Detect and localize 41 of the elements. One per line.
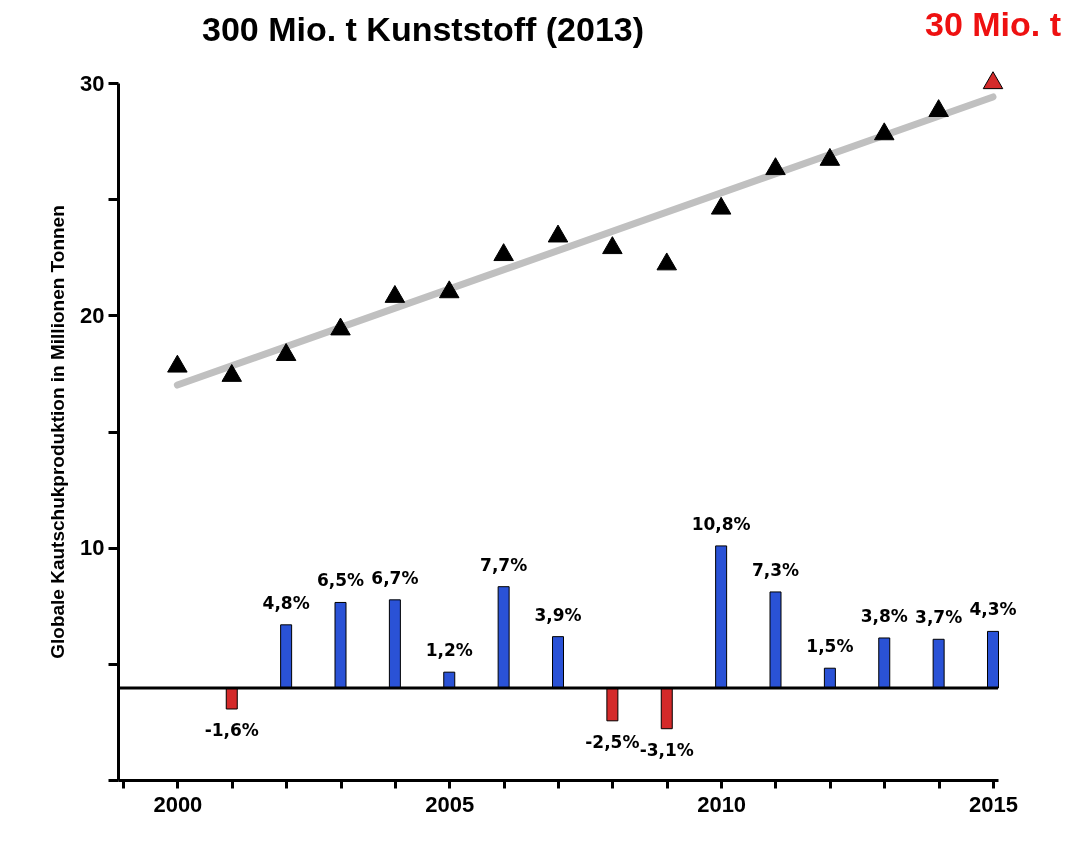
data-label: 6,5%	[316, 570, 365, 591]
point	[167, 354, 188, 373]
data-label: 4,3%	[969, 599, 1017, 620]
data-label: 1,5%	[806, 636, 854, 657]
data-label: 6,7%	[371, 567, 419, 588]
data-label: -3,1%	[639, 739, 694, 760]
x-tick-label: 2000	[153, 791, 203, 817]
x-tick-label: 2015	[969, 791, 1018, 817]
data-label: 1,2%	[425, 640, 473, 661]
point	[819, 147, 841, 166]
point	[330, 317, 351, 336]
y-tick-label: 30	[80, 70, 105, 96]
point	[602, 236, 623, 255]
data-label: 3,8%	[860, 605, 908, 626]
data-label: -2,5%	[585, 731, 640, 752]
data-label: 10,8%	[691, 513, 751, 534]
point	[928, 99, 949, 118]
y-axis-title: Globale Kautschukproduktion in Millionen Tonnen	[47, 205, 69, 659]
chart-title: 300 Mio. t Kunststoff (2013)	[201, 10, 645, 48]
data-label: 4,8%	[262, 592, 310, 613]
point	[547, 224, 569, 243]
point	[384, 284, 406, 303]
point	[493, 243, 514, 262]
point	[874, 122, 895, 141]
data-label: 7,7%	[480, 554, 528, 575]
x-tick-label: 2005	[425, 791, 475, 817]
point	[656, 252, 677, 271]
y-tick-label: 20	[80, 302, 105, 328]
point	[275, 343, 297, 361]
point	[982, 71, 1004, 90]
point	[710, 196, 732, 215]
y-tick-label: 10	[80, 535, 105, 561]
data-label: 3,9%	[534, 604, 582, 625]
data-label: -1,6%	[204, 719, 259, 740]
point	[221, 363, 242, 382]
point	[439, 280, 460, 299]
data-label: 3,7%	[915, 607, 963, 628]
x-tick-label: 2010	[697, 791, 747, 817]
point	[765, 157, 786, 176]
annotation: 30 Mio. t	[924, 5, 1062, 43]
data-label: 7,3%	[751, 559, 800, 580]
